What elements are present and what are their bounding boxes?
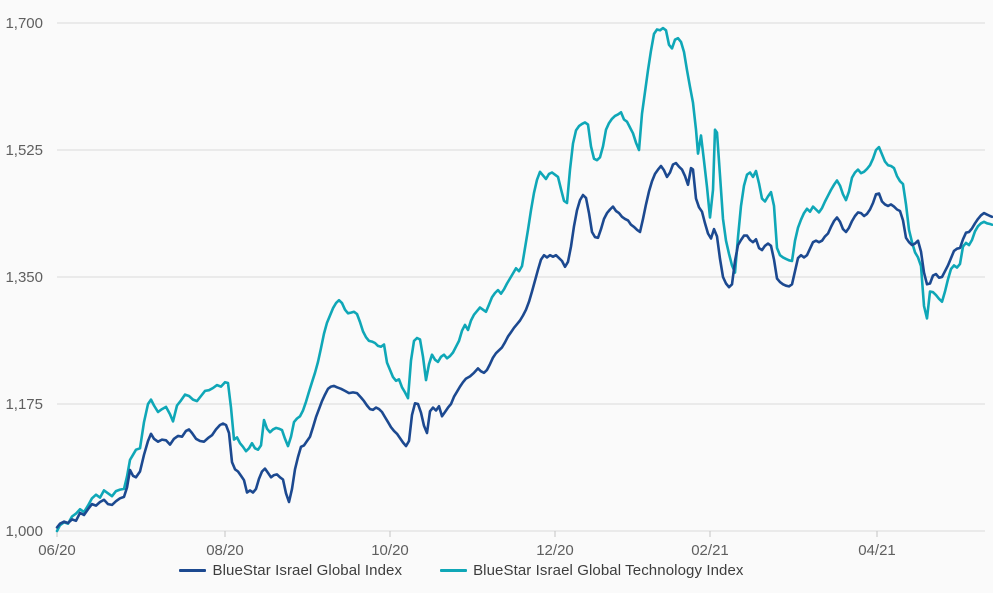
legend: BlueStar Israel Global Index BlueStar Is… <box>0 562 993 579</box>
legend-swatch-global-index-line <box>179 569 207 572</box>
x-axis-tick-label: 12/20 <box>536 542 574 559</box>
legend-label-global-index: BlueStar Israel Global Index <box>212 562 403 579</box>
legend-label-tech-index: BlueStar Israel Global Technology Index <box>473 562 744 579</box>
series-line-bluestar-israel-global-index <box>55 161 993 529</box>
x-axis-tick-label: 08/20 <box>206 542 244 559</box>
y-axis-tick-label: 1,000 <box>5 523 43 540</box>
y-axis-tick-label: 1,350 <box>5 269 43 286</box>
x-axis-tick-label: 10/20 <box>371 542 409 559</box>
y-axis-tick-label: 1,525 <box>5 142 43 159</box>
legend-swatch-tech-index-line <box>440 569 468 572</box>
x-axis-tick-label: 04/21 <box>858 542 896 559</box>
x-axis-tick-label: 02/21 <box>691 542 729 559</box>
price-chart-canvas: 1,000 1,175 1,350 1,525 1,700 06/20 08/20 10/20… <box>5 15 993 559</box>
y-axis-tick-label: 1,175 <box>5 396 43 413</box>
x-axis-tick-label: 06/20 <box>38 542 76 559</box>
legend-item-tech-index: BlueStar Israel Global Technology Index <box>440 562 743 579</box>
legend-item-global-index: BlueStar Israel Global Index <box>179 562 402 579</box>
series-line-bluestar-israel-global-technology-index <box>55 26 993 533</box>
y-axis-tick-label: 1,700 <box>5 15 43 32</box>
